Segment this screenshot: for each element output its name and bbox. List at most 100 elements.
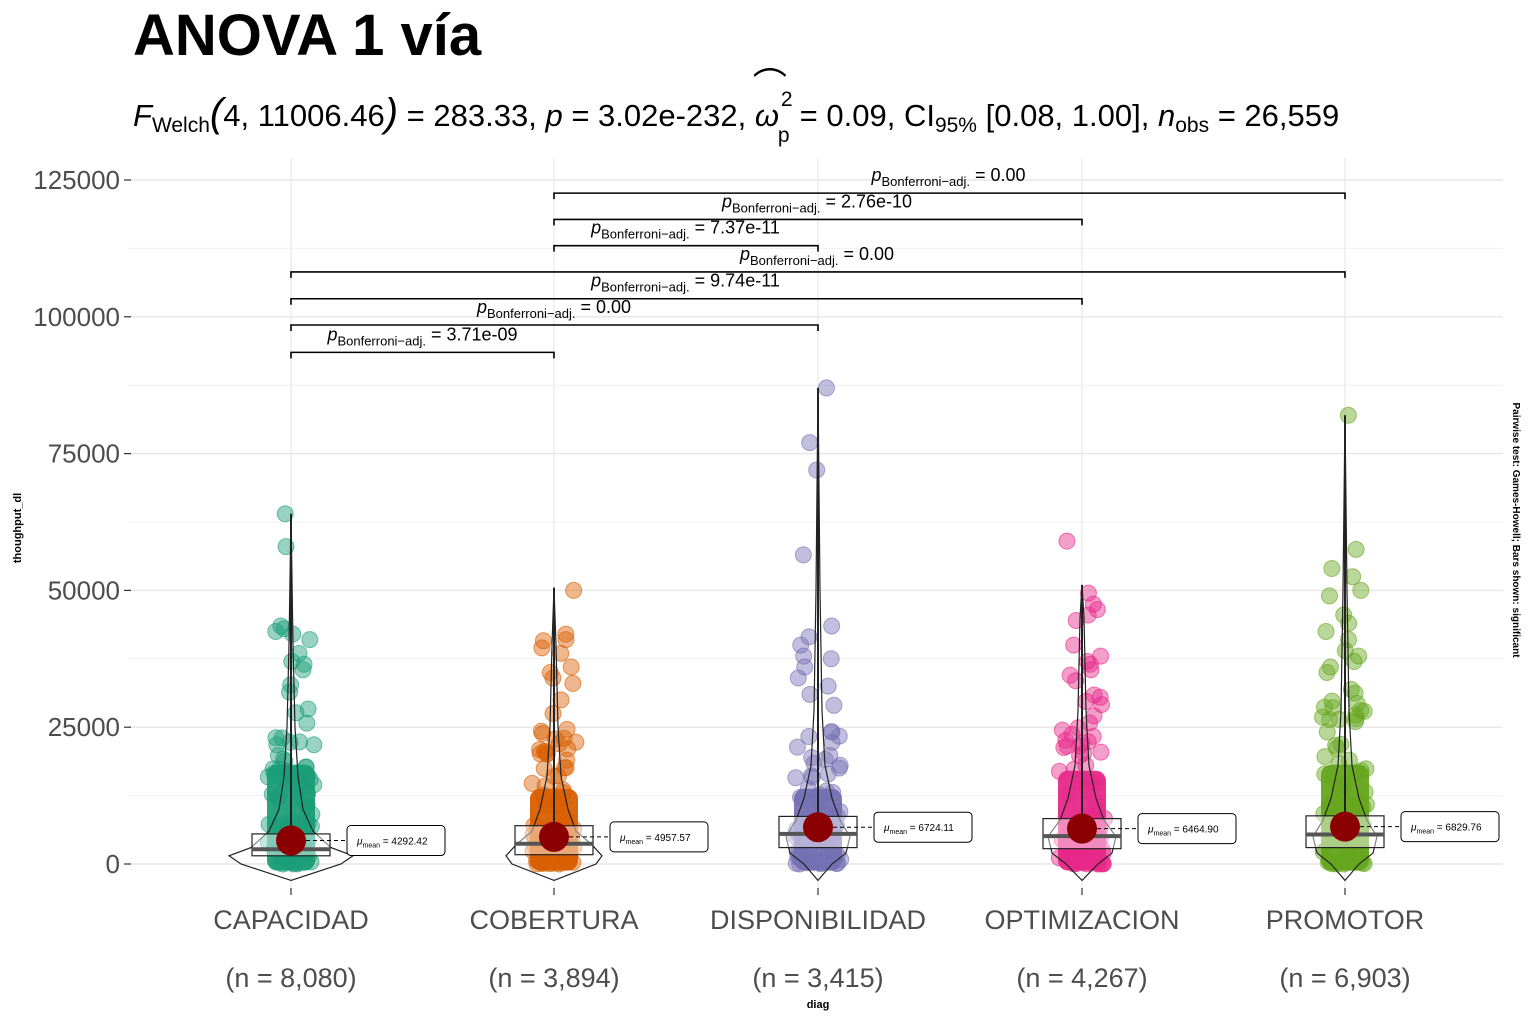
- group-promotor: μmean = 6829.76: [1305, 406, 1500, 882]
- x-n-label: (n = 4,267): [1016, 963, 1147, 993]
- data-point: [303, 805, 321, 823]
- comparison-label: pBonferroni−adj. = 0.00: [739, 244, 894, 268]
- group-optimizacion: μmean = 6464.90: [1042, 532, 1237, 882]
- data-point: [813, 852, 831, 870]
- data-point: [825, 696, 843, 714]
- data-point: [1332, 735, 1350, 753]
- comparison-bracket: [553, 244, 819, 252]
- data-point: [1347, 540, 1365, 558]
- n-value: = 26,559: [1217, 98, 1340, 133]
- y-tick-label: 100000: [33, 302, 120, 332]
- x-category-label: DISPONIBILIDAD: [710, 905, 926, 935]
- data-point: [1356, 783, 1374, 801]
- y-axis: 0 25000 50000 75000 100000 125000: [33, 165, 131, 879]
- comparison-bracket: [290, 351, 555, 359]
- data-point: [1093, 696, 1111, 714]
- y-tick-label: 25000: [48, 712, 120, 742]
- data-point: [557, 625, 575, 643]
- data-point: [301, 771, 319, 789]
- stat-name: F: [133, 98, 152, 133]
- data-point: [549, 852, 567, 870]
- data-point: [1323, 692, 1341, 710]
- data-point: [267, 622, 285, 640]
- y-axis-label: thoughput_dl: [12, 493, 24, 563]
- data-point: [1321, 710, 1339, 728]
- comparison-label: pBonferroni−adj. = 9.74e-11: [590, 271, 780, 295]
- data-point: [1081, 851, 1099, 869]
- data-point: [534, 725, 552, 743]
- mean-label-box: [873, 811, 973, 843]
- mean-point: [276, 825, 306, 856]
- data-point: [298, 714, 316, 732]
- p-label: p: [545, 98, 563, 133]
- data-point: [1339, 406, 1357, 424]
- data-point: [562, 658, 580, 676]
- data-point: [1339, 796, 1357, 814]
- comparison-label: pBonferroni−adj. = 3.71e-09: [326, 324, 517, 348]
- effect-symbol: ω: [754, 98, 780, 133]
- effect-sub: p: [777, 124, 790, 147]
- x-n-label: (n = 3,415): [752, 963, 883, 993]
- data-point: [830, 727, 848, 745]
- data-point: [533, 639, 551, 657]
- mean-label: μmean = 6724.11: [883, 823, 954, 836]
- data-point: [822, 650, 840, 668]
- data-point: [269, 789, 287, 807]
- group-disponibilidad: μmean = 6724.11: [778, 379, 973, 882]
- data-point: [1316, 748, 1334, 766]
- data-point: [1094, 855, 1112, 873]
- mean-label-box: [346, 825, 446, 857]
- data-point: [534, 632, 552, 650]
- data-point: [1058, 737, 1076, 755]
- mean-point: [803, 812, 833, 843]
- data-point: [817, 379, 835, 397]
- data-point: [1347, 713, 1365, 731]
- group-cobertura: μmean = 4957.57: [505, 581, 709, 882]
- mean-label: μmean = 4292.42: [356, 837, 428, 850]
- data-point: [787, 769, 805, 787]
- data-point: [821, 747, 839, 765]
- chart-title: ANOVA 1 vía: [133, 3, 482, 68]
- data-point: [564, 674, 582, 692]
- data-point: [1330, 710, 1348, 728]
- data-point: [803, 768, 821, 786]
- caption: Pairwise test: Games-Howell; Bars shown:…: [1510, 402, 1521, 658]
- data-point: [1350, 647, 1368, 665]
- x-axis-label: diag: [807, 999, 830, 1011]
- mean-label-box: [1400, 811, 1500, 843]
- x-n-label: (n = 3,894): [488, 963, 619, 993]
- data-point: [800, 728, 818, 746]
- data-point: [537, 797, 555, 815]
- data-point: [291, 733, 309, 751]
- data-point: [1053, 721, 1071, 739]
- data-point: [1058, 532, 1076, 550]
- data-point: [796, 658, 814, 676]
- data-point: [1088, 601, 1106, 619]
- data-point: [823, 617, 841, 635]
- data-point: [1321, 795, 1339, 813]
- y-tick-label: 50000: [48, 575, 120, 605]
- data-point: [531, 741, 549, 759]
- x-n-label: (n = 6,903): [1279, 963, 1410, 993]
- data-point: [555, 729, 573, 747]
- data-point: [1352, 702, 1370, 720]
- x-axis: CAPACIDAD (n = 8,080) COBERTURA (n = 3,894)…: [213, 888, 1424, 993]
- data-point: [279, 766, 297, 784]
- data-point: [534, 855, 552, 873]
- y-tick-label: 75000: [48, 439, 120, 469]
- data-point: [1050, 762, 1068, 780]
- data-point: [276, 505, 294, 523]
- stat-value: = 283.33,: [406, 98, 537, 133]
- data-point: [523, 774, 541, 792]
- data-point: [265, 764, 283, 782]
- effect-sup: 2: [780, 88, 793, 111]
- data-point: [302, 853, 320, 871]
- effect-value: = 0.09, CI: [799, 98, 935, 133]
- grid: [128, 158, 1503, 888]
- groups: μmean = 4292.42 μmean = 4957.57 μmean = 67…: [227, 379, 1500, 882]
- data-point: [557, 759, 575, 777]
- x-n-label: (n = 8,080): [225, 963, 356, 993]
- comparison-label: pBonferroni−adj. = 0.00: [476, 297, 631, 321]
- data-point: [1314, 708, 1332, 726]
- data-point: [1323, 560, 1341, 578]
